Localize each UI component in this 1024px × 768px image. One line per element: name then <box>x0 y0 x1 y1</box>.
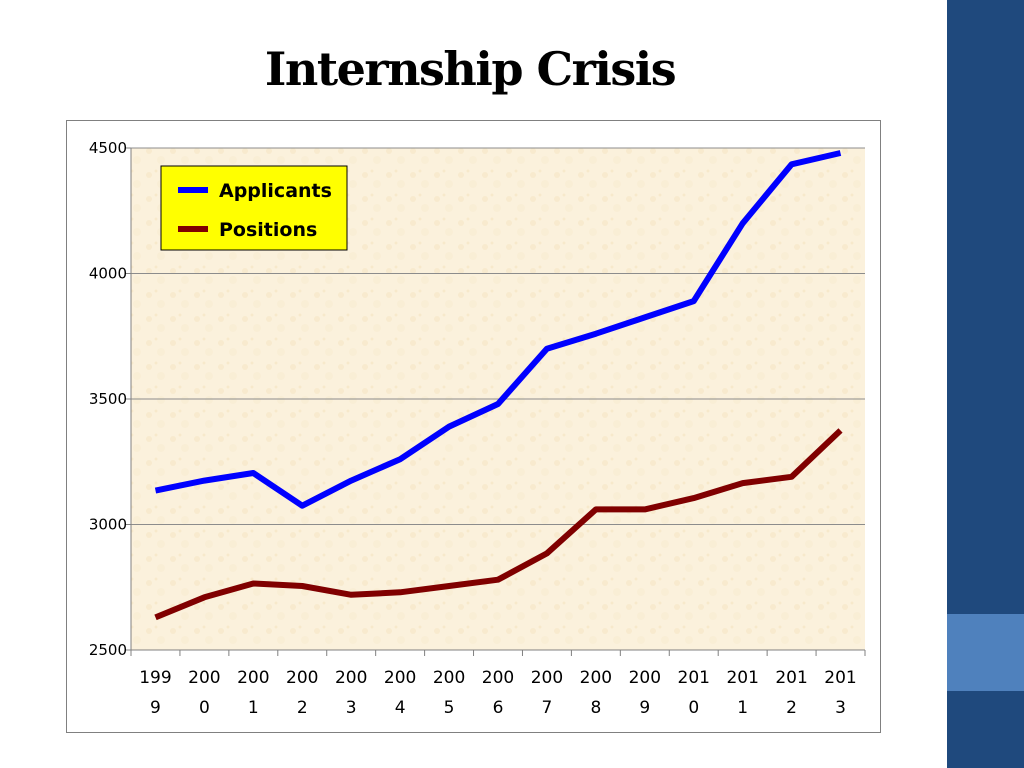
x-tick-label: 8 <box>590 698 601 718</box>
x-tick-label: 200 <box>188 668 220 688</box>
x-tick-label: 201 <box>775 668 807 688</box>
x-tick-label: 4 <box>395 698 406 718</box>
y-tick-label: 3000 <box>89 516 127 534</box>
x-tick-label: 200 <box>384 668 416 688</box>
x-tick-label: 3 <box>346 698 357 718</box>
x-tick-label: 1 <box>248 698 259 718</box>
x-tick-label: 200 <box>286 668 318 688</box>
y-tick-label: 4000 <box>89 265 127 283</box>
series-lines <box>154 150 843 621</box>
x-tick-label: 0 <box>688 698 699 718</box>
y-tick-label: 4500 <box>89 139 127 157</box>
slide-title: Internship Crisis <box>264 42 677 96</box>
x-tick-label: 200 <box>580 668 612 688</box>
y-tick-label: 2500 <box>89 641 127 659</box>
x-tick-label: 200 <box>237 668 269 688</box>
legend-box <box>160 165 348 251</box>
x-tick-label: 200 <box>531 668 563 688</box>
legend: Applicants Positions <box>160 165 348 251</box>
x-tick-label: 0 <box>199 698 210 718</box>
x-tick-label: 9 <box>150 698 161 718</box>
x-tick-label: 201 <box>824 668 856 688</box>
x-tick-label: 5 <box>444 698 455 718</box>
x-tick-label: 200 <box>335 668 367 688</box>
slide-side-accent <box>947 614 1024 691</box>
x-tick-label: 7 <box>542 698 553 718</box>
x-tick-label: 1 <box>737 698 748 718</box>
x-tick-label: 9 <box>639 698 650 718</box>
x-tick-label: 201 <box>678 668 710 688</box>
y-tick-label: 3500 <box>89 390 127 408</box>
x-axis: 199 9 200 0 200 1 200 2 200 3 200 4 200 5 200 6 200 7 200 8… <box>130 649 866 718</box>
x-tick-label: 200 <box>482 668 514 688</box>
x-tick-label: 6 <box>493 698 504 718</box>
x-tick-label: 200 <box>433 668 465 688</box>
series-line-positions <box>154 428 843 621</box>
x-tick-label: 2 <box>297 698 308 718</box>
x-tick-label: 201 <box>726 668 758 688</box>
x-tick-label: 199 <box>139 668 171 688</box>
series-line-applicants <box>154 150 842 509</box>
x-tick-label: 3 <box>835 698 846 718</box>
y-axis: 2500 3000 3500 4000 4500 <box>89 139 132 659</box>
x-tick-label: 2 <box>786 698 797 718</box>
legend-label: Applicants <box>219 180 332 202</box>
legend-label: Positions <box>219 219 317 241</box>
x-tick-label: 200 <box>629 668 661 688</box>
